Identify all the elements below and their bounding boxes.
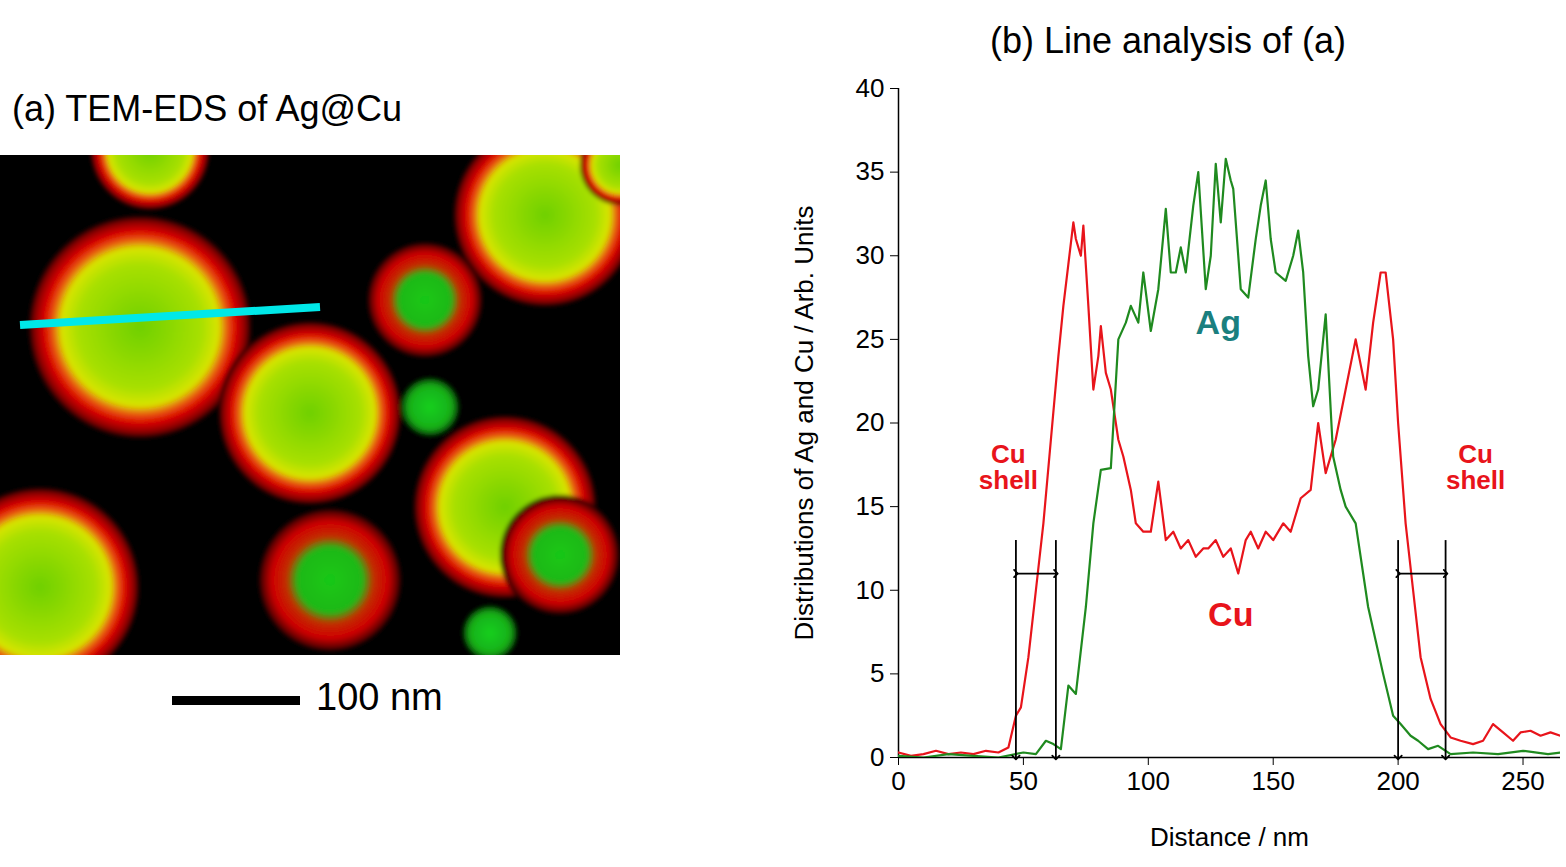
svg-text:0: 0 <box>870 742 884 772</box>
html-text:100 nm: 100 nm <box>316 676 443 718</box>
svg-text:200: 200 <box>1376 766 1419 796</box>
svg-text:0: 0 <box>891 766 905 796</box>
svg-text:Cushell: Cushell <box>1446 439 1505 495</box>
svg-text:15: 15 <box>856 491 885 521</box>
svg-text:Cu: Cu <box>1208 595 1253 633</box>
svg-text:35: 35 <box>856 156 885 186</box>
svg-text:40: 40 <box>856 73 885 103</box>
svg-text:Cushell: Cushell <box>979 439 1038 495</box>
svg-text:100: 100 <box>1127 766 1170 796</box>
svg-text:Ag: Ag <box>1196 303 1241 341</box>
svg-text:25: 25 <box>856 324 885 354</box>
svg-text:150: 150 <box>1252 766 1295 796</box>
svg-text:5: 5 <box>870 658 884 688</box>
svg-text:10: 10 <box>856 575 885 605</box>
svg-text:50: 50 <box>1009 766 1038 796</box>
svg-text:Distance / nm: Distance / nm <box>1150 822 1309 852</box>
html-text:(b) Line analysis of (a): (b) Line analysis of (a) <box>989 20 1347 61</box>
svg-text:Distributions of Ag and Cu / A: Distributions of Ag and Cu / Arb. Units <box>789 206 819 641</box>
svg-text:250: 250 <box>1501 766 1544 796</box>
html-text:(a) TEM-EDS of Ag@Cu: (a) TEM-EDS of Ag@Cu <box>12 88 402 129</box>
svg-text:20: 20 <box>856 407 885 437</box>
svg-text:30: 30 <box>856 240 885 270</box>
